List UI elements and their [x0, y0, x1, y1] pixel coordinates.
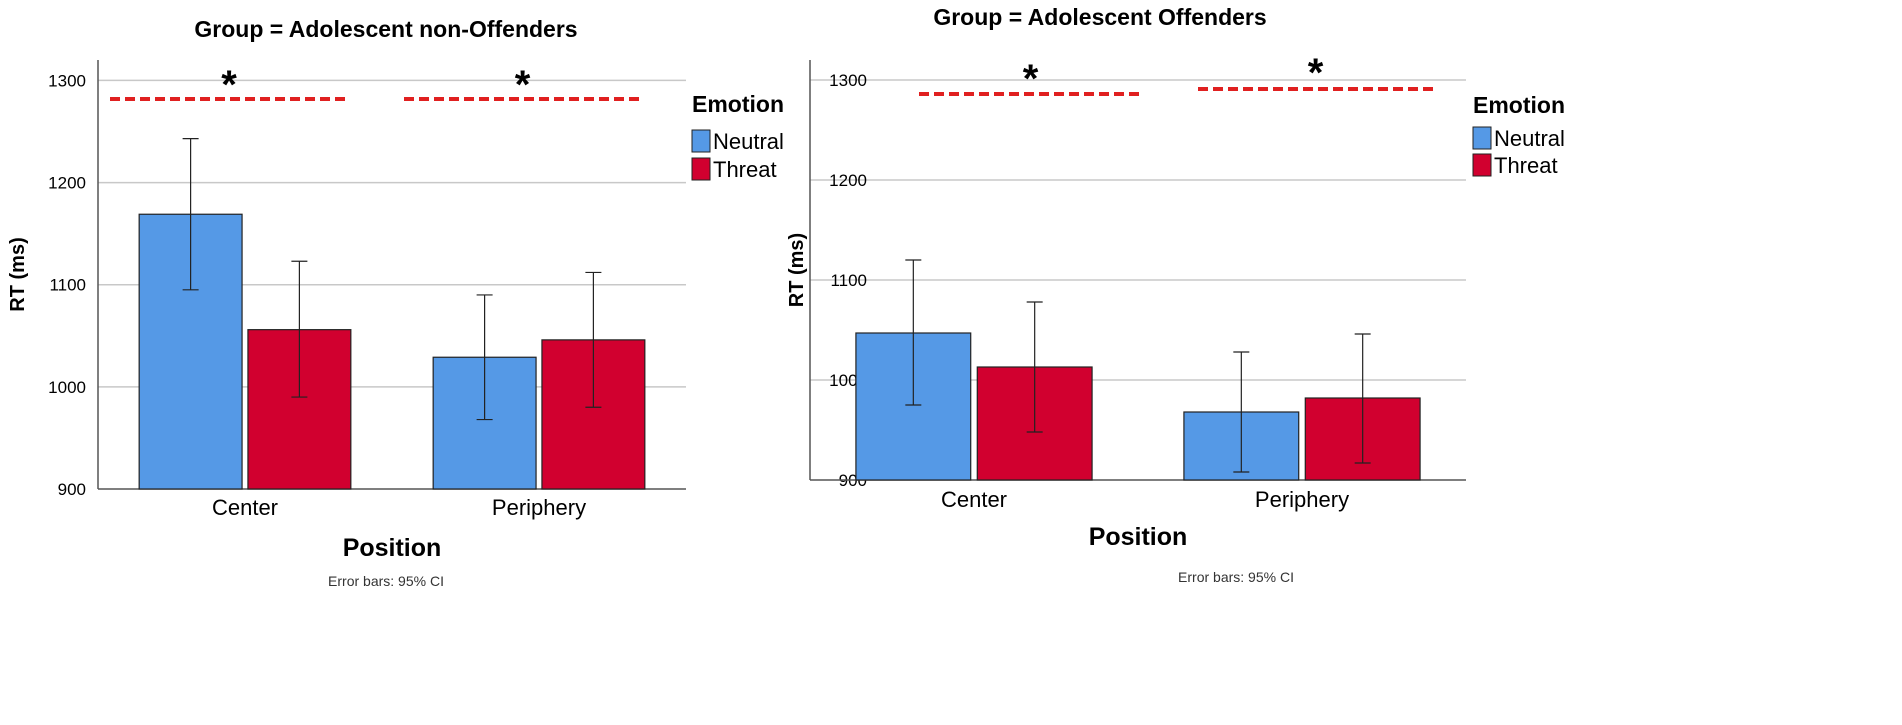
legend-swatch-threat: [1472, 153, 1492, 177]
error-bars-note: Error bars: 95% CI: [328, 573, 444, 589]
legend-label-neutral: Neutral: [713, 129, 784, 154]
chart-panel-2: Group = Adolescent Offenders900100011001…: [786, 4, 1565, 585]
x-tick-label: Periphery: [1255, 487, 1349, 512]
chart-title: Group = Adolescent Offenders: [933, 4, 1266, 30]
x-axis-label: Position: [1089, 523, 1188, 551]
legend-label-neutral: Neutral: [1494, 126, 1565, 151]
legend: Emotion Neutral Threat: [691, 91, 784, 182]
y-tick-label: 1000: [48, 378, 86, 397]
legend-label-threat: Threat: [1494, 153, 1558, 178]
significance-star: *: [1023, 57, 1039, 101]
error-bars-note: Error bars: 95% CI: [1178, 569, 1294, 585]
legend-swatch-threat: [691, 157, 711, 181]
y-tick-label: 1300: [48, 71, 86, 90]
y-tick-label: 1100: [830, 271, 867, 290]
x-axis-label: Position: [343, 534, 442, 562]
y-tick-label: 1100: [49, 276, 86, 295]
x-tick-label: Center: [212, 495, 278, 520]
chart-panel-1: Group = Adolescent non-Offenders 900 1000 1…: [7, 16, 784, 589]
legend-swatch-neutral: [691, 129, 711, 153]
x-tick-label: Center: [941, 487, 1007, 512]
chart-title: Group = Adolescent non-Offenders: [194, 16, 577, 42]
legend-title: Emotion: [1473, 92, 1565, 118]
y-axis-label: RT (ms): [7, 237, 29, 311]
legend-swatch-neutral: [1472, 126, 1492, 150]
y-tick-label: 1300: [829, 71, 867, 90]
legend-title: Emotion: [692, 91, 784, 117]
y-tick-label: 1200: [829, 171, 867, 190]
significance-star: *: [221, 63, 237, 107]
y-tick-label: 1200: [48, 174, 86, 193]
significance-star: *: [515, 63, 531, 107]
y-axis-label: RT (ms): [786, 233, 808, 307]
significance-star: *: [1308, 51, 1324, 95]
y-tick-label: 900: [58, 480, 86, 499]
legend-label-threat: Threat: [713, 157, 777, 182]
x-tick-label: Periphery: [492, 495, 586, 520]
